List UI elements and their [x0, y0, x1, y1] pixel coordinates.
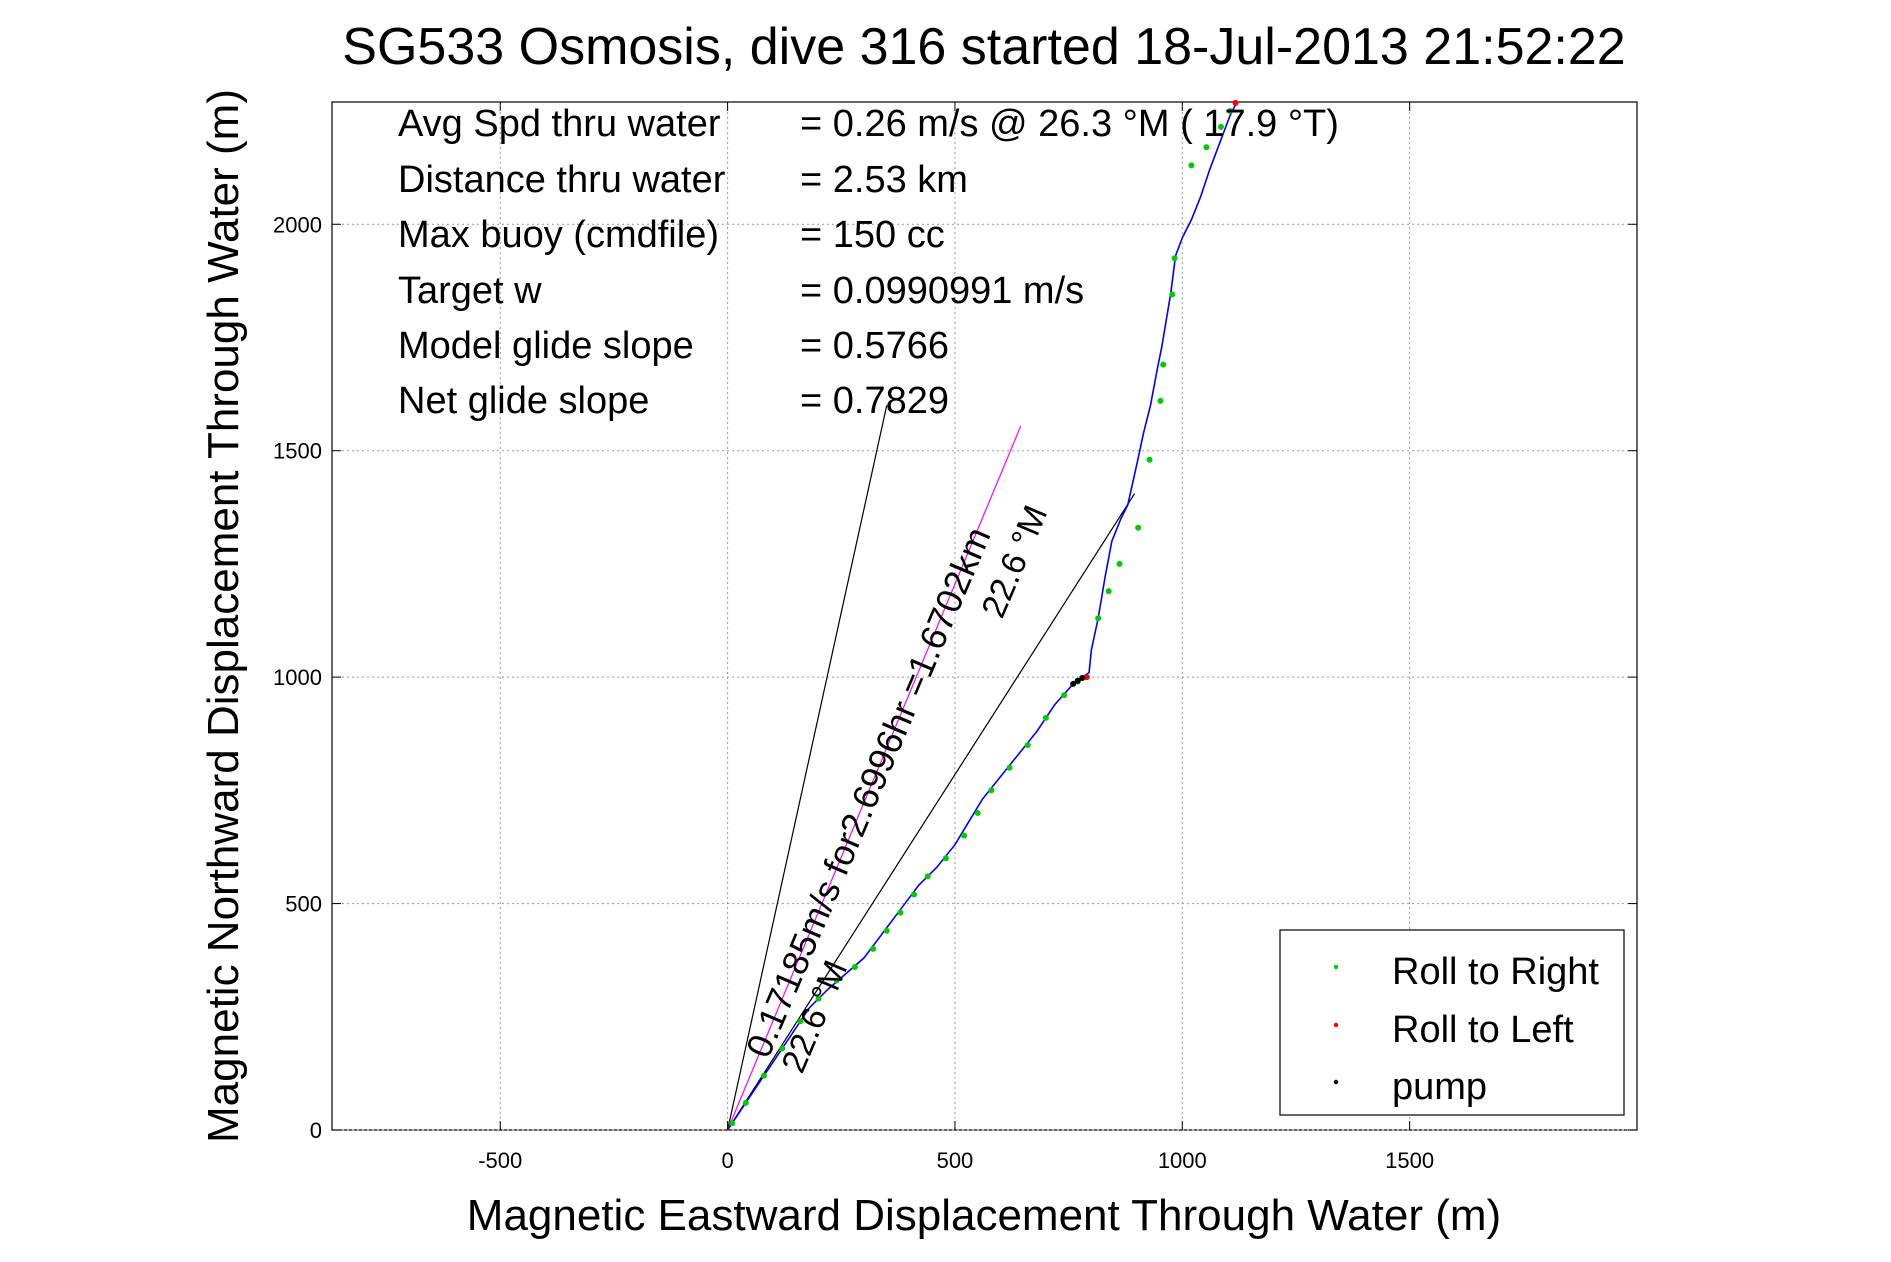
reference-line [727, 493, 1136, 1131]
info-row-value: = 0.5766 [800, 325, 949, 367]
legend: Roll to Right Roll to Left pump [1279, 929, 1625, 1116]
data-point [883, 927, 890, 934]
info-row-value: = 0.7829 [800, 380, 949, 422]
data-point [1074, 677, 1081, 684]
info-row-value: = 0.26 m/s @ 26.3 °M ( 17.9 °T) [800, 103, 1339, 145]
data-point [942, 855, 949, 862]
data-point [897, 909, 904, 916]
data-series [726, 99, 1239, 1131]
legend-label-pump: pump [1392, 1066, 1487, 1108]
data-point [1105, 588, 1112, 595]
reference-line [727, 425, 1022, 1131]
data-point [961, 832, 968, 839]
legend-marker-roll-right [1333, 964, 1339, 970]
data-point [1171, 255, 1178, 262]
info-row-label: Model glide slope [398, 325, 694, 367]
data-point [974, 809, 981, 816]
y-tick-label: 1000 [273, 665, 322, 690]
chart-title: SG533 Osmosis, dive 316 started 18-Jul-2… [342, 18, 1625, 76]
data-point [1203, 144, 1210, 151]
x-tick-label: -500 [478, 1148, 522, 1173]
data-point [1232, 99, 1239, 106]
info-row-value: = 2.53 km [800, 159, 968, 201]
data-point [833, 977, 840, 984]
data-point [1024, 742, 1031, 749]
info-row-label: Avg Spd thru water [398, 103, 721, 145]
y-tick-label: 1500 [273, 439, 322, 464]
y-tick-label: 0 [310, 1118, 322, 1143]
tick-labels: -500 0 500 1000 1500 0 500 1000 1500 2000 [273, 102, 1637, 1173]
x-tick-label: 1000 [1158, 1148, 1207, 1173]
data-point [729, 1120, 736, 1127]
y-axis-label: Magnetic Northward Displacement Through … [199, 89, 248, 1143]
data-point [742, 1099, 749, 1106]
legend-box [1279, 929, 1625, 1116]
data-point [779, 1045, 786, 1052]
data-point [760, 1072, 767, 1079]
data-point [1227, 108, 1234, 115]
data-point [851, 963, 858, 970]
info-row-label: Distance thru water [398, 159, 726, 201]
info-row-value: = 150 cc [800, 214, 945, 256]
legend-marker-roll-left [1333, 1022, 1339, 1028]
info-row-label: Target w [398, 270, 542, 312]
data-point [1188, 162, 1195, 169]
data-point [911, 891, 918, 898]
info-panel: Avg Spd thru water = 0.26 m/s @ 26.3 °M … [398, 103, 1339, 422]
x-tick-label: 1500 [1385, 1148, 1434, 1173]
data-point [924, 873, 931, 880]
legend-label-roll-left: Roll to Left [1392, 1009, 1574, 1051]
data-point [1217, 123, 1224, 130]
data-point [1042, 714, 1049, 721]
reference-line [727, 405, 888, 1131]
data-point [988, 787, 995, 794]
data-point [1146, 456, 1153, 463]
info-row-value: = 0.0990991 m/s [800, 270, 1084, 312]
data-point [1169, 291, 1176, 298]
legend-marker-pump [1333, 1079, 1339, 1085]
y-tick-label: 500 [285, 892, 322, 917]
reference-lines [727, 405, 1136, 1131]
data-point [1061, 692, 1068, 699]
data-point [1157, 397, 1164, 404]
y-tick-label: 2000 [273, 212, 322, 237]
info-row-label: Net glide slope [398, 380, 649, 422]
data-point [1079, 675, 1086, 682]
data-point [1116, 560, 1123, 567]
data-point [1095, 615, 1102, 622]
legend-label-roll-right: Roll to Right [1392, 951, 1599, 993]
x-axis-label: Magnetic Eastward Displacement Through W… [467, 1191, 1501, 1240]
x-tick-label: 500 [937, 1148, 974, 1173]
data-point [1135, 524, 1142, 531]
data-point [1083, 674, 1090, 681]
data-point [1006, 764, 1013, 771]
info-row-label: Max buoy (cmdfile) [398, 214, 719, 256]
data-point [1070, 680, 1077, 687]
data-point [870, 945, 877, 952]
data-point [815, 995, 822, 1002]
data-point [797, 1018, 804, 1025]
x-tick-label: 0 [721, 1148, 733, 1173]
data-point [1160, 361, 1167, 368]
